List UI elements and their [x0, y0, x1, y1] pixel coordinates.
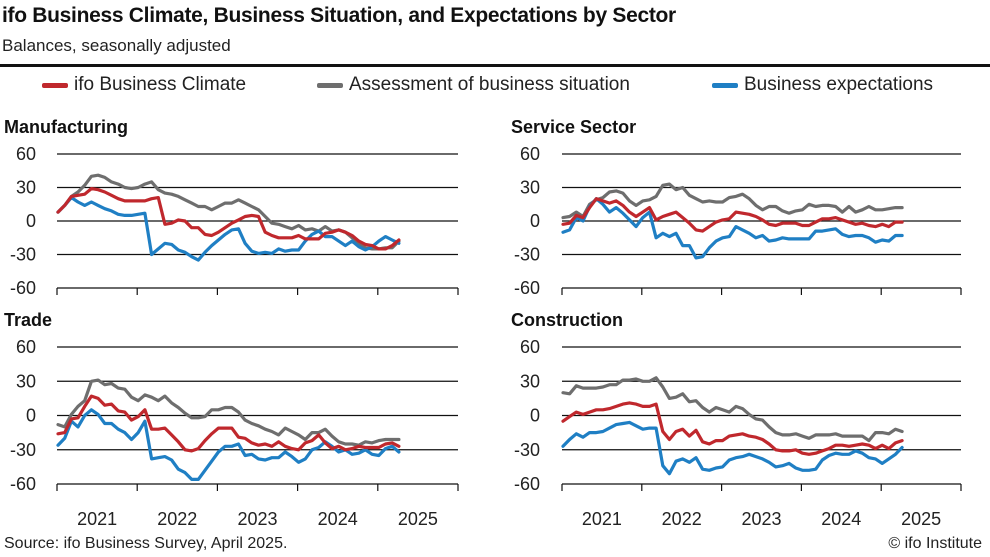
- legend-swatch-situation: [317, 82, 343, 88]
- construction-ytick-label: -60: [514, 474, 540, 494]
- trade-ytick-label: 60: [16, 337, 36, 357]
- source-note: Source: ifo Business Survey, April 2025.: [4, 535, 288, 552]
- construction-xtick-label: 2021: [582, 509, 622, 529]
- service-sector-series-ifo-business-climate: [561, 197, 904, 233]
- trade-xtick-label: 2023: [237, 509, 277, 529]
- manufacturing-ytick-label: -60: [10, 278, 36, 298]
- manufacturing-panel-title: Manufacturing: [4, 117, 128, 137]
- construction-ytick-label: 30: [520, 371, 540, 391]
- legend-swatch-climate: [42, 82, 68, 88]
- legend-label-situation: Assessment of business situation: [349, 74, 630, 95]
- trade-series-business-expectations: [56, 408, 401, 481]
- construction-series-business-expectations: [561, 420, 904, 476]
- construction-ytick-label: -30: [514, 440, 540, 460]
- service-sector-series-business-expectations: [561, 197, 904, 260]
- trade-xtick-label: 2021: [77, 509, 117, 529]
- construction-panel-title: Construction: [511, 310, 623, 330]
- construction-ytick-label: 0: [530, 406, 540, 426]
- manufacturing-ytick-label: -30: [10, 245, 36, 265]
- trade-xtick-label: 2022: [157, 509, 197, 529]
- trade-series-ifo-business-climate: [56, 394, 401, 453]
- construction-xtick-label: 2024: [821, 509, 861, 529]
- service-sector-ytick-label: 0: [530, 211, 540, 231]
- legend: ifo Business Climate Assessment of busin…: [0, 74, 990, 100]
- construction-xtick-label: 2025: [901, 509, 941, 529]
- legend-label-expectations: Business expectations: [744, 74, 934, 95]
- service-sector-ytick-label: -60: [514, 278, 540, 298]
- construction-xtick-label: 2023: [741, 509, 781, 529]
- trade-ytick-label: -30: [10, 440, 36, 460]
- manufacturing-series-ifo-business-climate: [56, 187, 401, 251]
- manufacturing-ytick-label: 60: [16, 144, 36, 164]
- trade-xtick-label: 2025: [398, 509, 438, 529]
- service-sector-ytick-label: 60: [520, 144, 540, 164]
- header-divider: [0, 64, 990, 67]
- service-sector-panel-title: Service Sector: [511, 117, 636, 137]
- chart-subtitle: Balances, seasonally adjusted: [2, 36, 231, 55]
- service-sector-ytick-label: -30: [514, 245, 540, 265]
- construction-ytick-label: 60: [520, 337, 540, 357]
- legend-item-expectations: Business expectations: [712, 74, 933, 96]
- copyright-note: © ifo Institute: [888, 535, 982, 552]
- trade-ytick-label: 0: [26, 406, 36, 426]
- trade-ytick-label: 30: [16, 371, 36, 391]
- trade-xtick-label: 2024: [318, 509, 358, 529]
- legend-item-situation: Assessment of business situation: [317, 74, 630, 96]
- legend-swatch-expectations: [712, 82, 738, 88]
- manufacturing-series-business-expectations: [56, 196, 401, 262]
- manufacturing-series-assessment-of-business-situation: [56, 173, 401, 251]
- legend-label-climate: ifo Business Climate: [74, 74, 247, 95]
- service-sector-series-assessment-of-business-situation: [561, 182, 904, 220]
- construction-series-assessment-of-business-situation: [561, 376, 904, 443]
- trade-panel-title: Trade: [4, 310, 52, 330]
- manufacturing-ytick-label: 30: [16, 178, 36, 198]
- construction-series-ifo-business-climate: [561, 401, 904, 456]
- construction-xtick-label: 2022: [662, 509, 702, 529]
- legend-item-climate: ifo Business Climate: [42, 74, 246, 96]
- chart-title: ifo Business Climate, Business Situation…: [2, 4, 676, 27]
- trade-series-assessment-of-business-situation: [56, 378, 401, 447]
- trade-ytick-label: -60: [10, 474, 36, 494]
- manufacturing-ytick-label: 0: [26, 211, 36, 231]
- service-sector-ytick-label: 30: [520, 178, 540, 198]
